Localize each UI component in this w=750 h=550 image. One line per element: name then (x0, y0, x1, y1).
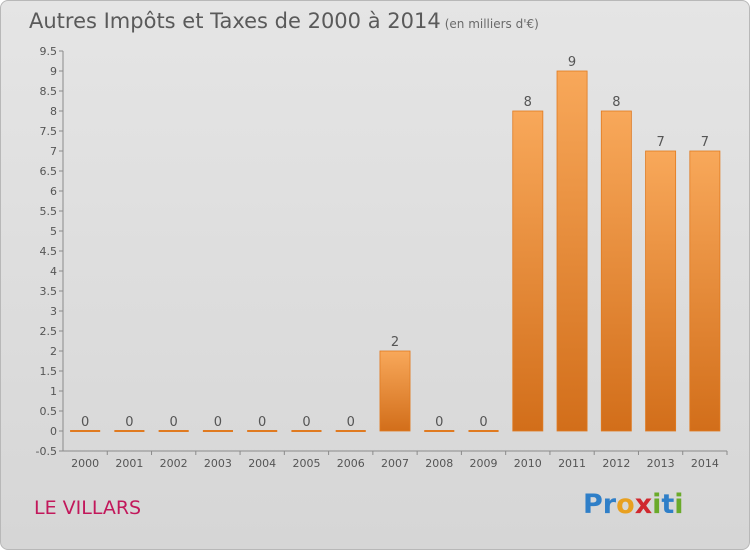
x-tick-label: 2013 (647, 457, 675, 470)
y-tick-label: 7 (50, 145, 57, 158)
x-tick-label: 2008 (425, 457, 453, 470)
x-tick-label: 2012 (602, 457, 630, 470)
y-tick-label: 7.5 (40, 125, 58, 138)
data-label: 0 (81, 415, 89, 430)
logo-letter: P (583, 489, 603, 520)
place-name: LE VILLARS (34, 497, 142, 519)
y-tick-label: 8.5 (40, 85, 58, 98)
proxiti-logo: Proxiti (583, 489, 684, 520)
y-tick-label: 0 (50, 425, 57, 438)
data-label: 0 (435, 415, 443, 430)
y-tick-label: -0.5 (36, 445, 57, 458)
bar (291, 430, 322, 432)
x-tick-label: 2010 (514, 457, 542, 470)
bars (70, 70, 721, 432)
y-tick-label: 9.5 (40, 45, 58, 58)
y-tick-label: 4 (50, 265, 57, 278)
data-label: 0 (258, 415, 266, 430)
chart-title: Autres Impôts et Taxes de 2000 à 2014 (en… (29, 9, 539, 33)
bar (424, 430, 455, 432)
bar (70, 430, 101, 432)
x-tick-label: 2009 (470, 457, 498, 470)
bar (556, 70, 588, 432)
x-tick-label: 2002 (160, 457, 188, 470)
bar (158, 430, 189, 432)
y-tick-label: 2.5 (40, 325, 58, 338)
bar (247, 430, 278, 432)
logo-letter: x (634, 489, 653, 520)
logo-letter: i (652, 489, 662, 520)
y-tick-label: 8 (50, 105, 57, 118)
data-label: 7 (656, 135, 664, 150)
x-tick-label: 2005 (292, 457, 320, 470)
data-label: 8 (524, 95, 532, 110)
data-label: 7 (701, 135, 709, 150)
data-label: 0 (170, 415, 178, 430)
x-tick-label: 2003 (204, 457, 232, 470)
x-tick-label: 2014 (691, 457, 719, 470)
y-tick-label: 6.5 (40, 165, 58, 178)
x-tick-label: 2007 (381, 457, 409, 470)
y-tick-label: 6 (50, 185, 57, 198)
data-label: 0 (302, 415, 310, 430)
data-label: 2 (391, 335, 399, 350)
logo-letter: o (616, 489, 635, 520)
bar (600, 110, 632, 432)
data-labels: 0 0 0 0 0 0 0 2 0 0 8 9 8 7 7 (81, 55, 709, 430)
chart-title-text: Autres Impôts et Taxes de 2000 à 2014 (29, 9, 441, 33)
x-tick-label: 2000 (71, 457, 99, 470)
chart-subtitle: (en milliers d'€) (444, 17, 539, 31)
bar (202, 430, 233, 432)
bar (468, 430, 499, 432)
bar (379, 350, 411, 432)
logo-letter: r (602, 489, 617, 520)
bar (335, 430, 366, 432)
data-label: 9 (568, 55, 576, 70)
data-label: 0 (347, 415, 355, 430)
y-tick-label: 1.5 (40, 365, 58, 378)
data-label: 0 (214, 415, 222, 430)
bar (645, 150, 677, 432)
y-tick-label: 3 (50, 305, 57, 318)
y-tick-label: 4.5 (40, 245, 58, 258)
bar (114, 430, 145, 432)
y-tick-label: 9 (50, 65, 57, 78)
y-tick-label: 2 (50, 345, 57, 358)
logo-letter: i (674, 489, 684, 520)
logo-letter: t (661, 489, 675, 520)
x-tick-label: 2006 (337, 457, 365, 470)
axes: -0.5 0 0.5 1 1.5 2 2.5 3 3.5 4 4.5 5 5.5 6 6.5 7 7.5 8 8.5… (36, 45, 728, 470)
y-tick-label: 0.5 (40, 405, 58, 418)
data-label: 8 (612, 95, 620, 110)
bar (689, 150, 721, 432)
x-tick-label: 2011 (558, 457, 586, 470)
y-tick-label: 3.5 (40, 285, 58, 298)
bar (512, 110, 544, 432)
data-label: 0 (125, 415, 133, 430)
data-label: 0 (479, 415, 487, 430)
x-tick-label: 2001 (115, 457, 143, 470)
x-tick-label: 2004 (248, 457, 276, 470)
y-tick-label: 5.5 (40, 205, 58, 218)
y-tick-label: 5 (50, 225, 57, 238)
y-tick-label: 1 (50, 385, 57, 398)
